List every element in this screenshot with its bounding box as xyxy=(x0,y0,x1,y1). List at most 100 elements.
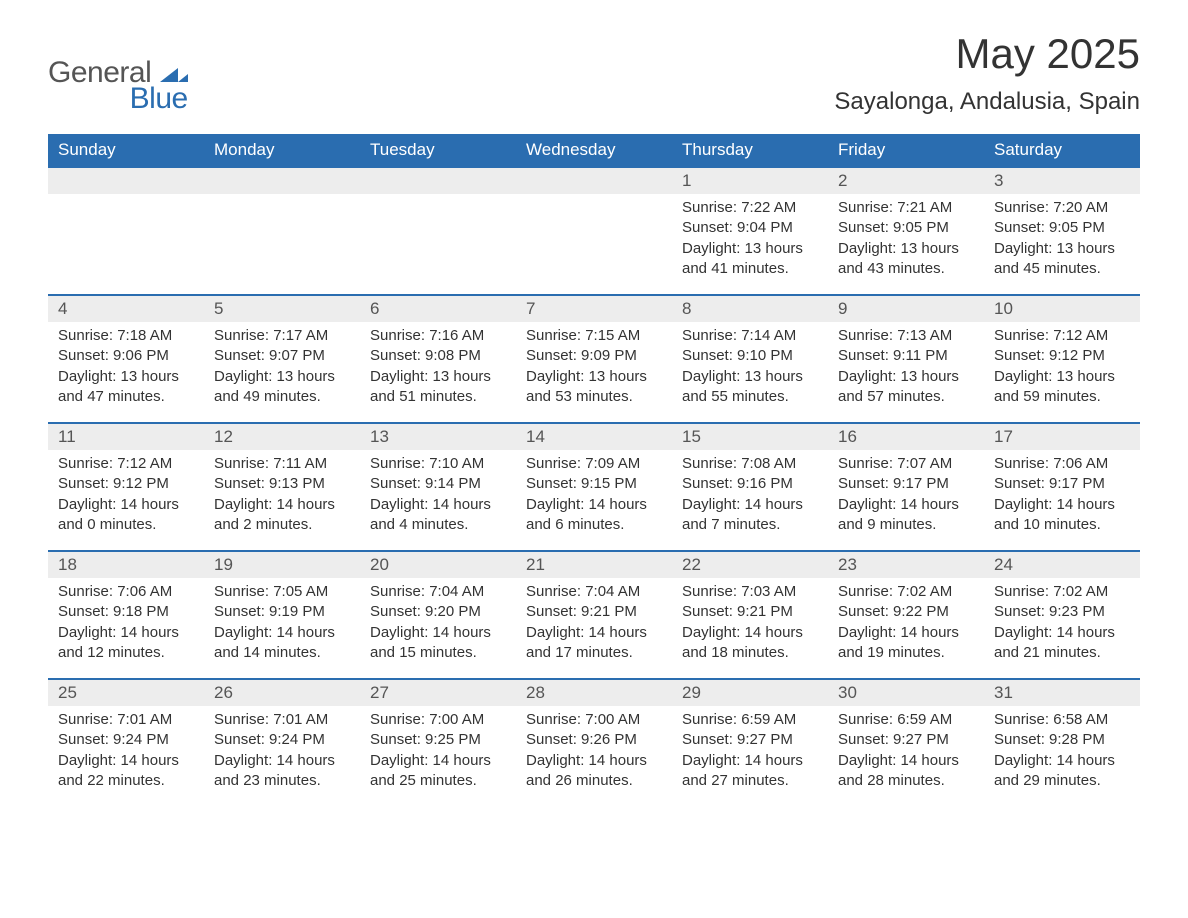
sunset-line: Sunset: 9:05 PM xyxy=(838,218,974,238)
calendar-day-cell: 6Sunrise: 7:16 AMSunset: 9:08 PMDaylight… xyxy=(360,294,516,422)
calendar-day-cell: 7Sunrise: 7:15 AMSunset: 9:09 PMDaylight… xyxy=(516,294,672,422)
daylight-line-1: Daylight: 14 hours xyxy=(682,495,818,515)
day-number: 12 xyxy=(204,422,360,450)
daylight-line-2: and 29 minutes. xyxy=(994,771,1130,791)
sunset-line: Sunset: 9:06 PM xyxy=(58,346,194,366)
day-number: 28 xyxy=(516,678,672,706)
day-number: 4 xyxy=(48,294,204,322)
day-details: Sunrise: 7:00 AMSunset: 9:25 PMDaylight:… xyxy=(360,706,516,799)
sunset-line: Sunset: 9:23 PM xyxy=(994,602,1130,622)
daylight-line-1: Daylight: 14 hours xyxy=(214,623,350,643)
weekday-thursday: Thursday xyxy=(672,134,828,166)
calendar-day-cell: 29Sunrise: 6:59 AMSunset: 9:27 PMDayligh… xyxy=(672,678,828,806)
sunset-line: Sunset: 9:16 PM xyxy=(682,474,818,494)
sunrise-line: Sunrise: 7:00 AM xyxy=(370,710,506,730)
day-number xyxy=(48,166,204,194)
weekday-friday: Friday xyxy=(828,134,984,166)
calendar-day-cell: 17Sunrise: 7:06 AMSunset: 9:17 PMDayligh… xyxy=(984,422,1140,550)
daylight-line-1: Daylight: 13 hours xyxy=(838,239,974,259)
daylight-line-1: Daylight: 13 hours xyxy=(58,367,194,387)
daylight-line-2: and 0 minutes. xyxy=(58,515,194,535)
day-details xyxy=(48,194,204,206)
sunset-line: Sunset: 9:11 PM xyxy=(838,346,974,366)
sunrise-line: Sunrise: 7:16 AM xyxy=(370,326,506,346)
sunset-line: Sunset: 9:12 PM xyxy=(58,474,194,494)
logo: General Blue xyxy=(48,56,188,116)
day-number: 14 xyxy=(516,422,672,450)
daylight-line-1: Daylight: 14 hours xyxy=(526,751,662,771)
daylight-line-2: and 18 minutes. xyxy=(682,643,818,663)
title-block: May 2025 Sayalonga, Andalusia, Spain xyxy=(834,30,1140,116)
weekday-tuesday: Tuesday xyxy=(360,134,516,166)
daylight-line-1: Daylight: 14 hours xyxy=(994,623,1130,643)
calendar-day-cell: 11Sunrise: 7:12 AMSunset: 9:12 PMDayligh… xyxy=(48,422,204,550)
sunrise-line: Sunrise: 7:06 AM xyxy=(58,582,194,602)
calendar-week-row: 25Sunrise: 7:01 AMSunset: 9:24 PMDayligh… xyxy=(48,678,1140,806)
day-number: 8 xyxy=(672,294,828,322)
daylight-line-2: and 49 minutes. xyxy=(214,387,350,407)
daylight-line-2: and 27 minutes. xyxy=(682,771,818,791)
day-number: 19 xyxy=(204,550,360,578)
day-details: Sunrise: 7:17 AMSunset: 9:07 PMDaylight:… xyxy=(204,322,360,415)
daylight-line-2: and 22 minutes. xyxy=(58,771,194,791)
sunset-line: Sunset: 9:21 PM xyxy=(526,602,662,622)
sunset-line: Sunset: 9:13 PM xyxy=(214,474,350,494)
daylight-line-2: and 2 minutes. xyxy=(214,515,350,535)
sunset-line: Sunset: 9:26 PM xyxy=(526,730,662,750)
sunset-line: Sunset: 9:17 PM xyxy=(838,474,974,494)
daylight-line-1: Daylight: 14 hours xyxy=(214,751,350,771)
sunset-line: Sunset: 9:15 PM xyxy=(526,474,662,494)
daylight-line-1: Daylight: 14 hours xyxy=(682,623,818,643)
daylight-line-1: Daylight: 14 hours xyxy=(838,751,974,771)
calendar-day-cell: 28Sunrise: 7:00 AMSunset: 9:26 PMDayligh… xyxy=(516,678,672,806)
sunset-line: Sunset: 9:21 PM xyxy=(682,602,818,622)
daylight-line-2: and 43 minutes. xyxy=(838,259,974,279)
day-number: 22 xyxy=(672,550,828,578)
daylight-line-2: and 26 minutes. xyxy=(526,771,662,791)
calendar-day-cell: 14Sunrise: 7:09 AMSunset: 9:15 PMDayligh… xyxy=(516,422,672,550)
sunrise-line: Sunrise: 7:15 AM xyxy=(526,326,662,346)
daylight-line-1: Daylight: 13 hours xyxy=(682,239,818,259)
sunrise-line: Sunrise: 7:01 AM xyxy=(58,710,194,730)
daylight-line-1: Daylight: 13 hours xyxy=(838,367,974,387)
day-number: 1 xyxy=(672,166,828,194)
calendar-day-cell xyxy=(360,166,516,294)
day-details: Sunrise: 7:18 AMSunset: 9:06 PMDaylight:… xyxy=(48,322,204,415)
day-details: Sunrise: 6:59 AMSunset: 9:27 PMDaylight:… xyxy=(672,706,828,799)
daylight-line-1: Daylight: 14 hours xyxy=(838,495,974,515)
day-number: 7 xyxy=(516,294,672,322)
sunrise-line: Sunrise: 7:01 AM xyxy=(214,710,350,730)
calendar-day-cell: 20Sunrise: 7:04 AMSunset: 9:20 PMDayligh… xyxy=(360,550,516,678)
daylight-line-2: and 6 minutes. xyxy=(526,515,662,535)
daylight-line-2: and 51 minutes. xyxy=(370,387,506,407)
day-details: Sunrise: 7:01 AMSunset: 9:24 PMDaylight:… xyxy=(204,706,360,799)
day-details: Sunrise: 7:08 AMSunset: 9:16 PMDaylight:… xyxy=(672,450,828,543)
daylight-line-1: Daylight: 13 hours xyxy=(370,367,506,387)
sunset-line: Sunset: 9:20 PM xyxy=(370,602,506,622)
calendar-day-cell: 2Sunrise: 7:21 AMSunset: 9:05 PMDaylight… xyxy=(828,166,984,294)
daylight-line-1: Daylight: 14 hours xyxy=(58,751,194,771)
sunrise-line: Sunrise: 7:14 AM xyxy=(682,326,818,346)
sunrise-line: Sunrise: 7:02 AM xyxy=(838,582,974,602)
day-details: Sunrise: 6:59 AMSunset: 9:27 PMDaylight:… xyxy=(828,706,984,799)
daylight-line-1: Daylight: 14 hours xyxy=(682,751,818,771)
day-details: Sunrise: 7:12 AMSunset: 9:12 PMDaylight:… xyxy=(984,322,1140,415)
daylight-line-1: Daylight: 13 hours xyxy=(994,239,1130,259)
daylight-line-2: and 23 minutes. xyxy=(214,771,350,791)
calendar-week-row: 1Sunrise: 7:22 AMSunset: 9:04 PMDaylight… xyxy=(48,166,1140,294)
daylight-line-1: Daylight: 14 hours xyxy=(526,623,662,643)
calendar-day-cell: 30Sunrise: 6:59 AMSunset: 9:27 PMDayligh… xyxy=(828,678,984,806)
sunset-line: Sunset: 9:27 PM xyxy=(838,730,974,750)
daylight-line-2: and 53 minutes. xyxy=(526,387,662,407)
day-details: Sunrise: 7:10 AMSunset: 9:14 PMDaylight:… xyxy=(360,450,516,543)
month-title: May 2025 xyxy=(834,30,1140,78)
day-details: Sunrise: 7:09 AMSunset: 9:15 PMDaylight:… xyxy=(516,450,672,543)
daylight-line-2: and 14 minutes. xyxy=(214,643,350,663)
day-number: 24 xyxy=(984,550,1140,578)
sunset-line: Sunset: 9:18 PM xyxy=(58,602,194,622)
daylight-line-1: Daylight: 13 hours xyxy=(682,367,818,387)
daylight-line-1: Daylight: 14 hours xyxy=(526,495,662,515)
day-number: 15 xyxy=(672,422,828,450)
day-details: Sunrise: 7:05 AMSunset: 9:19 PMDaylight:… xyxy=(204,578,360,671)
day-number: 25 xyxy=(48,678,204,706)
